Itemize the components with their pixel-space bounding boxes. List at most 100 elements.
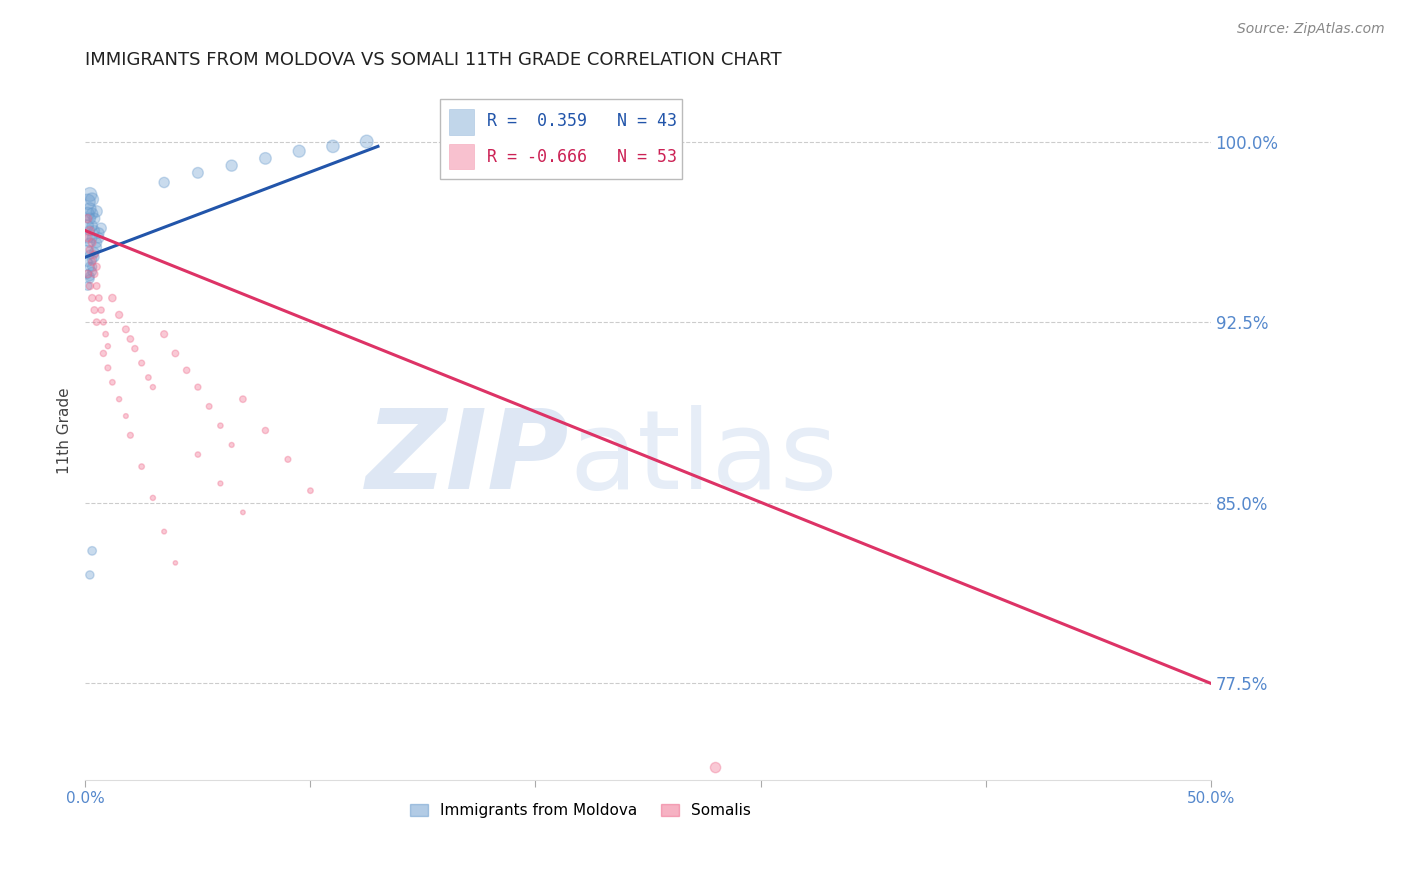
Point [232, 505, 254, 519]
Point [83, 248, 105, 262]
Point [356, 135, 378, 149]
Point [93, 346, 115, 360]
Point [76, 207, 98, 221]
Point [131, 459, 153, 474]
Point [108, 392, 131, 407]
Point [97, 339, 120, 353]
Point [76, 219, 98, 233]
Point [76, 194, 98, 209]
Point [299, 483, 322, 498]
Point [120, 428, 142, 442]
Point [82, 291, 104, 305]
Text: R =  0.359   N = 43: R = 0.359 N = 43 [486, 112, 678, 130]
Point [94, 327, 117, 342]
Point [79, 248, 101, 262]
Point [82, 544, 104, 558]
Point [79, 260, 101, 274]
Point [82, 260, 104, 274]
Point [79, 211, 101, 226]
Point [76, 231, 98, 245]
Point [153, 327, 176, 342]
Point [83, 211, 105, 226]
Point [209, 418, 232, 433]
Point [124, 342, 146, 356]
FancyBboxPatch shape [449, 109, 474, 135]
Point [115, 409, 138, 423]
Point [322, 139, 344, 153]
Point [79, 243, 101, 257]
Point [165, 346, 187, 360]
Point [142, 491, 165, 505]
Text: Source: ZipAtlas.com: Source: ZipAtlas.com [1237, 22, 1385, 37]
Point [76, 279, 98, 293]
Point [83, 303, 105, 318]
Point [277, 452, 299, 467]
Point [138, 370, 160, 384]
Point [86, 315, 108, 329]
Point [79, 568, 101, 582]
Point [79, 202, 101, 216]
Text: IMMIGRANTS FROM MOLDOVA VS SOMALI 11TH GRADE CORRELATION CHART: IMMIGRANTS FROM MOLDOVA VS SOMALI 11TH G… [86, 51, 782, 69]
Point [704, 761, 727, 775]
Point [209, 476, 232, 491]
Point [82, 207, 104, 221]
Point [187, 166, 209, 180]
Point [221, 438, 243, 452]
Point [83, 245, 105, 260]
Text: atlas: atlas [569, 405, 838, 512]
Point [90, 303, 112, 318]
Y-axis label: 11th Grade: 11th Grade [58, 387, 72, 474]
Point [254, 152, 277, 166]
Point [79, 272, 101, 286]
Point [87, 226, 110, 240]
Point [83, 267, 105, 281]
Point [176, 363, 198, 377]
Point [254, 424, 277, 438]
Point [153, 524, 176, 539]
Legend: Immigrants from Moldova, Somalis: Immigrants from Moldova, Somalis [404, 797, 758, 824]
Point [187, 448, 209, 462]
Point [86, 204, 108, 219]
Point [87, 231, 110, 245]
Point [142, 380, 165, 394]
Point [86, 260, 108, 274]
Point [82, 235, 104, 250]
Point [221, 159, 243, 173]
FancyBboxPatch shape [440, 99, 682, 179]
Point [165, 556, 187, 570]
Point [76, 255, 98, 269]
Point [79, 224, 101, 238]
Point [101, 376, 124, 390]
Point [82, 264, 104, 278]
Point [79, 235, 101, 250]
Point [93, 315, 115, 329]
Point [153, 176, 176, 190]
Point [82, 255, 104, 269]
Point [86, 240, 108, 254]
Point [101, 291, 124, 305]
Text: R = -0.666   N = 53: R = -0.666 N = 53 [486, 147, 678, 166]
Point [82, 231, 104, 245]
Point [97, 360, 120, 375]
Point [108, 308, 131, 322]
Point [288, 144, 311, 158]
Point [86, 235, 108, 250]
Point [115, 322, 138, 336]
Point [131, 356, 153, 370]
Point [76, 267, 98, 281]
Point [82, 252, 104, 267]
Point [82, 219, 104, 233]
Point [76, 211, 98, 226]
Point [86, 279, 108, 293]
Point [79, 187, 101, 202]
Point [82, 192, 104, 206]
Point [187, 380, 209, 394]
Point [76, 231, 98, 245]
Text: ZIP: ZIP [366, 405, 569, 512]
Point [90, 221, 112, 235]
Point [232, 392, 254, 407]
Point [76, 267, 98, 281]
Point [120, 332, 142, 346]
Point [83, 250, 105, 264]
Point [79, 279, 101, 293]
